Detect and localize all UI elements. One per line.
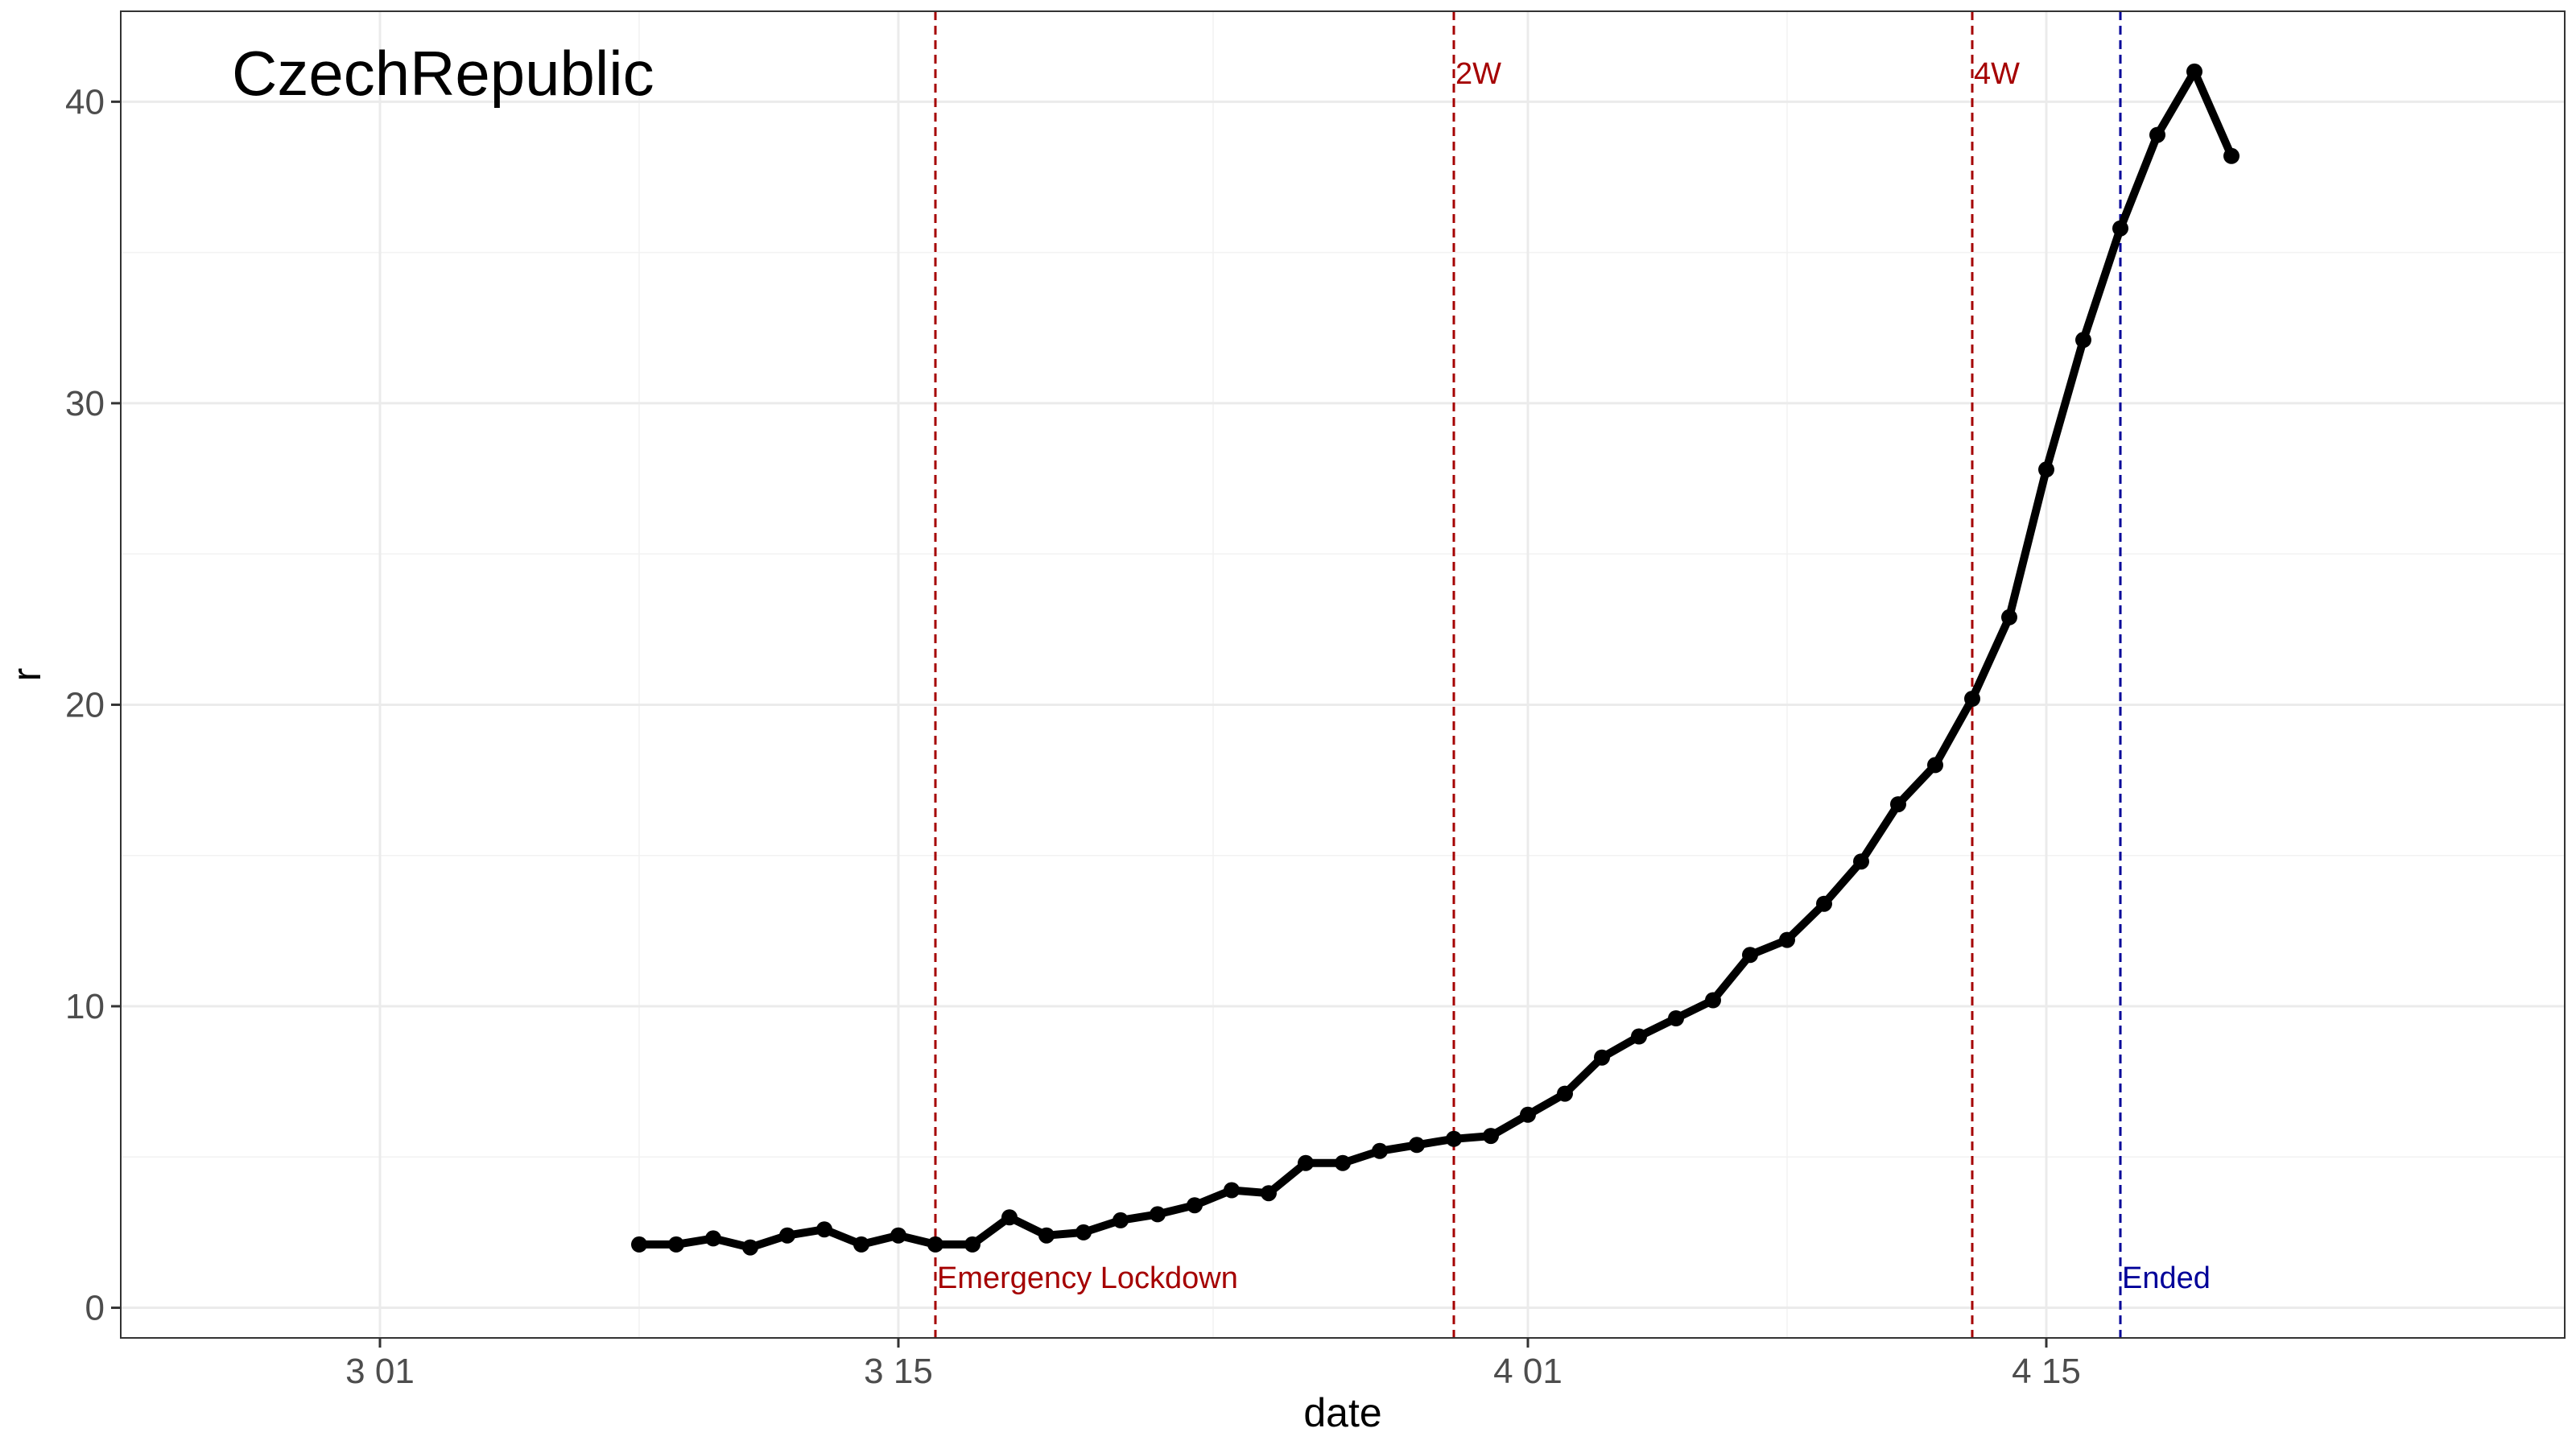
data-point [1742, 947, 1758, 964]
data-point [1964, 691, 1980, 707]
data-point [890, 1227, 906, 1244]
data-point [742, 1239, 758, 1256]
data-point [2112, 220, 2128, 237]
data-point [2075, 332, 2091, 349]
data-point [1520, 1106, 1536, 1123]
data-point [1483, 1128, 1499, 1145]
data-point [668, 1236, 684, 1253]
grid-major [121, 11, 2565, 1338]
y-tick-label: 10 [65, 987, 105, 1026]
data-point [1557, 1085, 1573, 1102]
y-tick-label: 40 [65, 82, 105, 122]
data-point [2001, 609, 2017, 625]
data-point [1113, 1212, 1129, 1228]
data-point [1668, 1010, 1684, 1026]
grid-minor [121, 11, 2565, 1338]
data-point [1261, 1185, 1277, 1202]
data-point [1705, 992, 1721, 1009]
data-point [927, 1236, 943, 1253]
data-point [1890, 796, 1906, 813]
panel-border [120, 10, 2566, 1339]
x-tick-label: 3 01 [345, 1352, 415, 1391]
data-series [631, 63, 2240, 1256]
data-point [1150, 1206, 1166, 1223]
data-point [964, 1236, 980, 1253]
event-lines: Emergency Lockdown 2W 4W Ended [934, 11, 2211, 1338]
data-point [2149, 126, 2165, 143]
x-axis: 3 01 3 15 4 01 4 15 [345, 1338, 2081, 1391]
panel-background [121, 11, 2565, 1338]
y-axis-title: r [4, 668, 49, 682]
data-point [1372, 1142, 1388, 1159]
data-point [1075, 1224, 1092, 1241]
event-label: 2W [1455, 57, 1501, 91]
x-tick-label: 4 01 [1493, 1352, 1563, 1391]
data-point [853, 1236, 869, 1253]
y-tick-label: 20 [65, 685, 105, 724]
data-point [1927, 757, 1943, 774]
data-point [1631, 1028, 1647, 1045]
data-point [1335, 1154, 1351, 1171]
x-tick-label: 4 15 [2012, 1352, 2081, 1391]
data-point [2223, 147, 2240, 164]
data-point [816, 1221, 832, 1238]
x-tick-label: 3 15 [864, 1352, 933, 1391]
event-label: 4W [1974, 57, 2020, 91]
event-label: Emergency Lockdown [937, 1261, 1238, 1295]
data-point [1001, 1209, 1018, 1226]
data-point [1779, 931, 1795, 948]
data-point [631, 1236, 647, 1253]
data-point [1816, 895, 1832, 912]
data-point [779, 1227, 795, 1244]
data-point [1298, 1154, 1314, 1171]
data-point [1594, 1049, 1610, 1066]
data-point [2038, 461, 2054, 478]
chart-title: CzechRepublic [232, 38, 654, 109]
data-point [1446, 1130, 1462, 1147]
y-tick-label: 30 [65, 384, 105, 423]
y-axis: 0 10 20 30 40 [65, 82, 121, 1328]
event-label: Ended [2122, 1261, 2211, 1295]
data-point [1853, 853, 1869, 870]
data-point [1187, 1197, 1203, 1214]
y-tick-label: 0 [85, 1289, 105, 1328]
data-point [1038, 1227, 1055, 1244]
data-point [1409, 1137, 1425, 1154]
data-point [705, 1230, 721, 1247]
data-point [1224, 1182, 1240, 1199]
data-point [2186, 63, 2202, 80]
x-axis-title: date [1303, 1390, 1381, 1435]
